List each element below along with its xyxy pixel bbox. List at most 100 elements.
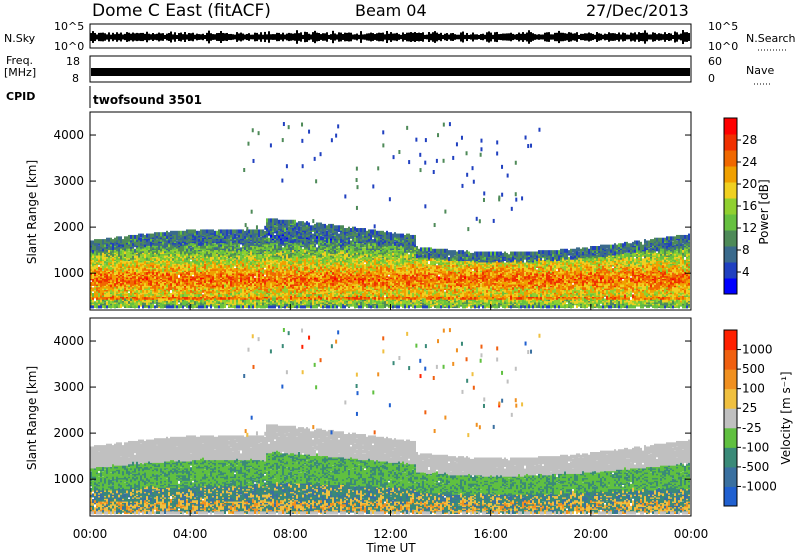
nsky-sample	[104, 33, 106, 40]
power-cell	[248, 263, 250, 267]
nsky-sample	[462, 32, 464, 43]
nsky-sample	[450, 33, 452, 41]
nsky-sample	[152, 33, 154, 41]
power-cell	[266, 265, 268, 269]
nsky-sample	[136, 33, 138, 41]
nsky-sample	[174, 32, 176, 41]
nsky-sample	[106, 34, 108, 39]
power-cell	[254, 278, 256, 282]
nsky-sample	[540, 35, 542, 40]
power-cell	[268, 218, 270, 222]
nsky-sample	[274, 34, 276, 40]
nsky-sample	[674, 32, 676, 43]
power-cell	[202, 229, 204, 233]
nsky-sample	[362, 34, 364, 39]
power-cell	[256, 278, 258, 282]
power-cell	[260, 236, 262, 240]
nsky-sample	[342, 34, 344, 40]
power-cell	[144, 235, 146, 239]
power-cell	[200, 305, 202, 308]
nsky-sample	[90, 33, 92, 41]
nsky-sample	[228, 34, 230, 40]
nsky-sample	[562, 33, 564, 41]
power-cell	[174, 293, 176, 297]
power-cell	[280, 220, 282, 224]
power-cell	[240, 289, 242, 293]
nsky-sample	[344, 33, 346, 42]
nsky-sample	[170, 32, 172, 43]
nsky-sample	[392, 34, 394, 41]
nsky-sample	[222, 33, 224, 41]
power-cell	[274, 297, 276, 301]
nsky-sample	[506, 33, 508, 40]
nsky-sample	[576, 32, 578, 42]
power-cell	[110, 305, 112, 308]
nsky-sample	[440, 33, 442, 41]
nsky-sample	[380, 33, 382, 41]
nsky-sample	[210, 33, 212, 41]
power-cell	[256, 229, 258, 233]
power-cell	[226, 260, 228, 264]
power-cell	[270, 264, 272, 268]
power-cell	[102, 271, 104, 275]
nsky-sample	[312, 32, 314, 42]
nsky-sample	[230, 34, 232, 40]
power-cell	[106, 261, 108, 265]
power-cell	[152, 234, 154, 238]
nsky-sample	[326, 32, 328, 41]
power-cell	[252, 293, 254, 297]
power-cell	[222, 229, 224, 233]
nsky-sample	[348, 33, 350, 42]
nsky-sample	[236, 32, 238, 42]
nsky-sample	[340, 33, 342, 42]
nsky-sample	[638, 32, 640, 42]
power-cell	[264, 276, 266, 280]
power-cell	[252, 285, 254, 289]
power-cell	[216, 305, 218, 308]
power-cell	[294, 220, 296, 224]
power-cell	[240, 305, 242, 308]
power-cell	[256, 305, 258, 308]
power-cell	[196, 231, 198, 235]
nsky-sample	[194, 35, 196, 40]
nsky-sample	[608, 32, 610, 41]
nsky-sample	[296, 30, 298, 44]
nsky-sample	[92, 31, 94, 43]
nsky-sample	[580, 34, 582, 40]
power-cell	[126, 236, 128, 240]
nsky-sample	[268, 31, 270, 42]
nsky-sample	[354, 34, 356, 39]
power-cell	[242, 229, 244, 233]
power-cell	[194, 282, 196, 286]
nsky-sample	[388, 34, 390, 40]
power-cell	[210, 229, 212, 233]
power-cell	[168, 232, 170, 236]
nsky-sample	[422, 32, 424, 41]
power-cell	[98, 246, 100, 250]
nsky-sample	[594, 35, 596, 39]
power-cell	[280, 305, 282, 308]
power-cell	[252, 305, 254, 308]
power-cell	[258, 238, 260, 242]
nsky-sample	[350, 33, 352, 42]
power-cell	[150, 292, 152, 296]
nsky-sample	[488, 31, 490, 42]
power-cell	[202, 281, 204, 285]
nsky-sample	[648, 35, 650, 40]
power-cell	[286, 261, 288, 265]
power-cell	[114, 305, 116, 308]
nsky-sample	[116, 32, 118, 42]
nsky-sample	[460, 32, 462, 41]
nsky-sample	[118, 34, 120, 41]
nsky-sample	[598, 33, 600, 41]
nsky-sample	[470, 34, 472, 39]
power-cell	[142, 234, 144, 238]
nsky-sample	[552, 34, 554, 39]
nsky-sample	[538, 34, 540, 40]
nsky-sample	[558, 31, 560, 43]
nsky-sample	[148, 34, 150, 41]
nsky-sample	[96, 34, 98, 39]
power-cell	[208, 229, 210, 233]
power-cell	[146, 234, 148, 238]
